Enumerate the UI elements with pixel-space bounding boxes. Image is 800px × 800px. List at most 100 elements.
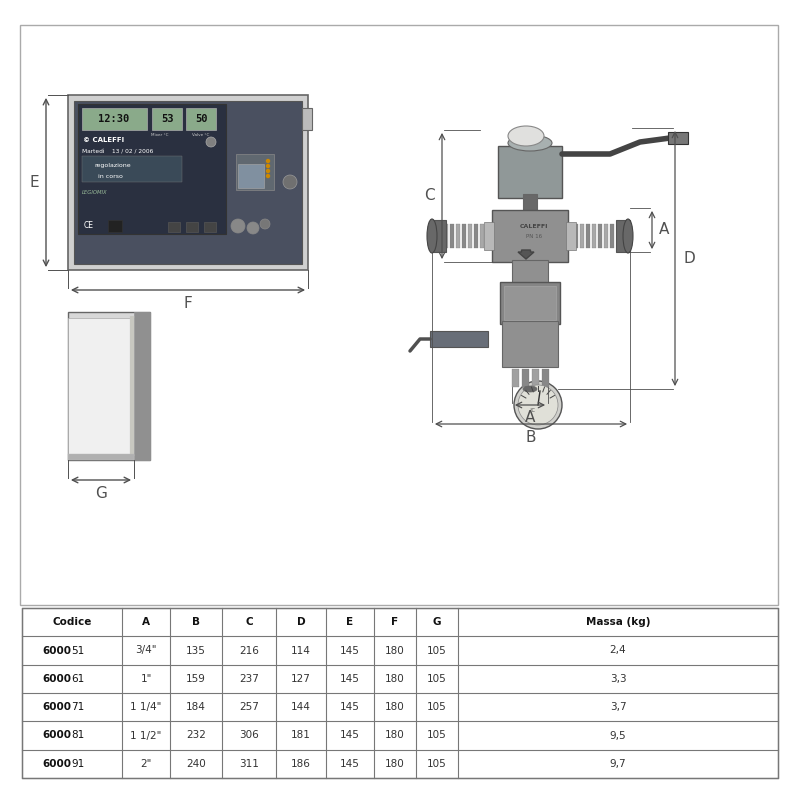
Ellipse shape	[427, 219, 437, 253]
Text: B: B	[192, 617, 200, 627]
Circle shape	[518, 385, 558, 425]
Text: E: E	[29, 175, 39, 190]
Bar	[480, 224, 484, 248]
Text: F: F	[184, 295, 192, 310]
Bar	[484, 222, 494, 250]
Bar	[204, 222, 216, 232]
Bar	[604, 224, 608, 248]
Text: 50: 50	[194, 114, 207, 124]
Bar	[500, 282, 560, 324]
Text: 216: 216	[239, 646, 259, 655]
Text: Valve °C: Valve °C	[192, 133, 210, 137]
Bar	[580, 224, 584, 248]
Circle shape	[266, 165, 270, 167]
FancyArrow shape	[518, 250, 534, 259]
Text: 184: 184	[186, 702, 206, 712]
Ellipse shape	[523, 386, 537, 392]
Bar	[586, 224, 590, 248]
Text: 1 1/4": 1 1/4"	[130, 702, 162, 712]
Text: 3/4": 3/4"	[135, 646, 157, 655]
Bar	[574, 224, 578, 248]
Bar	[492, 210, 568, 262]
Text: 180: 180	[385, 730, 405, 741]
Bar	[568, 224, 572, 248]
Text: Mixer °C: Mixer °C	[151, 133, 169, 137]
Text: 2": 2"	[140, 759, 152, 769]
Text: 12:30: 12:30	[98, 114, 130, 124]
Bar	[430, 331, 488, 347]
Text: 240: 240	[186, 759, 206, 769]
Text: 180: 180	[385, 646, 405, 655]
Bar	[82, 108, 147, 130]
Bar	[68, 454, 134, 460]
Ellipse shape	[623, 219, 633, 253]
Text: 180: 180	[385, 702, 405, 712]
Bar	[532, 369, 539, 387]
Circle shape	[266, 170, 270, 173]
Bar	[456, 224, 460, 248]
Bar	[512, 369, 519, 387]
Bar	[504, 286, 556, 320]
Text: 144: 144	[291, 702, 311, 712]
Bar	[474, 224, 478, 248]
Text: PN 16: PN 16	[526, 234, 542, 238]
Text: 6000: 6000	[42, 702, 71, 712]
Bar	[238, 164, 264, 188]
Bar	[68, 318, 134, 454]
Ellipse shape	[508, 126, 544, 146]
Text: B: B	[526, 430, 536, 445]
Ellipse shape	[508, 135, 552, 151]
Bar	[498, 146, 562, 198]
Bar	[598, 224, 602, 248]
Bar	[22, 608, 778, 778]
Bar	[134, 312, 150, 460]
Text: 91: 91	[71, 759, 84, 769]
Text: 9,7: 9,7	[610, 759, 626, 769]
Text: 159: 159	[186, 674, 206, 684]
Bar	[108, 220, 122, 232]
Bar	[502, 321, 558, 367]
Text: °C: °C	[529, 409, 535, 414]
Text: 237: 237	[239, 674, 259, 684]
Bar	[130, 316, 134, 456]
Text: 61: 61	[71, 674, 84, 684]
Text: LEGIOMIX: LEGIOMIX	[82, 190, 108, 194]
Text: 6000: 6000	[42, 674, 71, 684]
Circle shape	[266, 159, 270, 162]
Text: CE: CE	[84, 222, 94, 230]
Text: 105: 105	[427, 674, 447, 684]
Text: 53: 53	[161, 114, 174, 124]
Text: 257: 257	[239, 702, 259, 712]
Text: 114: 114	[291, 646, 311, 655]
Text: Martedì    13 / 02 / 2006: Martedì 13 / 02 / 2006	[82, 150, 154, 154]
Text: 105: 105	[427, 646, 447, 655]
Text: 9,5: 9,5	[610, 730, 626, 741]
Bar	[592, 224, 596, 248]
Circle shape	[206, 137, 216, 147]
Text: CALEFFI: CALEFFI	[520, 223, 548, 229]
Text: 105: 105	[427, 759, 447, 769]
Text: 306: 306	[239, 730, 259, 741]
Text: 1 1/2": 1 1/2"	[130, 730, 162, 741]
Bar	[20, 25, 778, 605]
Text: 180: 180	[385, 759, 405, 769]
Text: © CALEFFI: © CALEFFI	[83, 137, 124, 143]
Text: 2,4: 2,4	[610, 646, 626, 655]
Bar	[302, 108, 312, 130]
Bar	[168, 222, 180, 232]
Bar	[523, 194, 537, 212]
Bar	[542, 369, 549, 387]
Text: E: E	[346, 617, 354, 627]
Bar	[186, 222, 198, 232]
Text: 127: 127	[291, 674, 311, 684]
Text: C: C	[424, 189, 434, 203]
Circle shape	[260, 219, 270, 229]
Text: 105: 105	[427, 730, 447, 741]
Text: G: G	[95, 486, 107, 501]
Bar	[82, 156, 182, 182]
Bar	[486, 224, 490, 248]
Text: 135: 135	[186, 646, 206, 655]
Text: regolazione: regolazione	[94, 163, 130, 169]
Bar	[68, 95, 308, 270]
Bar	[68, 312, 150, 460]
